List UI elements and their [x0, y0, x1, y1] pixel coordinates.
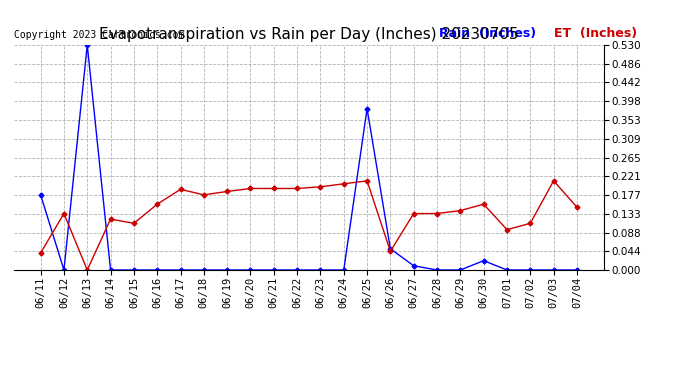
Text: Copyright 2023 Cartronics.com: Copyright 2023 Cartronics.com [14, 30, 184, 40]
Text: ET  (Inches): ET (Inches) [553, 27, 637, 40]
Title: Evapotranspiration vs Rain per Day (Inches) 20230705: Evapotranspiration vs Rain per Day (Inch… [99, 27, 519, 42]
Text: Rain  (Inches): Rain (Inches) [439, 27, 535, 40]
